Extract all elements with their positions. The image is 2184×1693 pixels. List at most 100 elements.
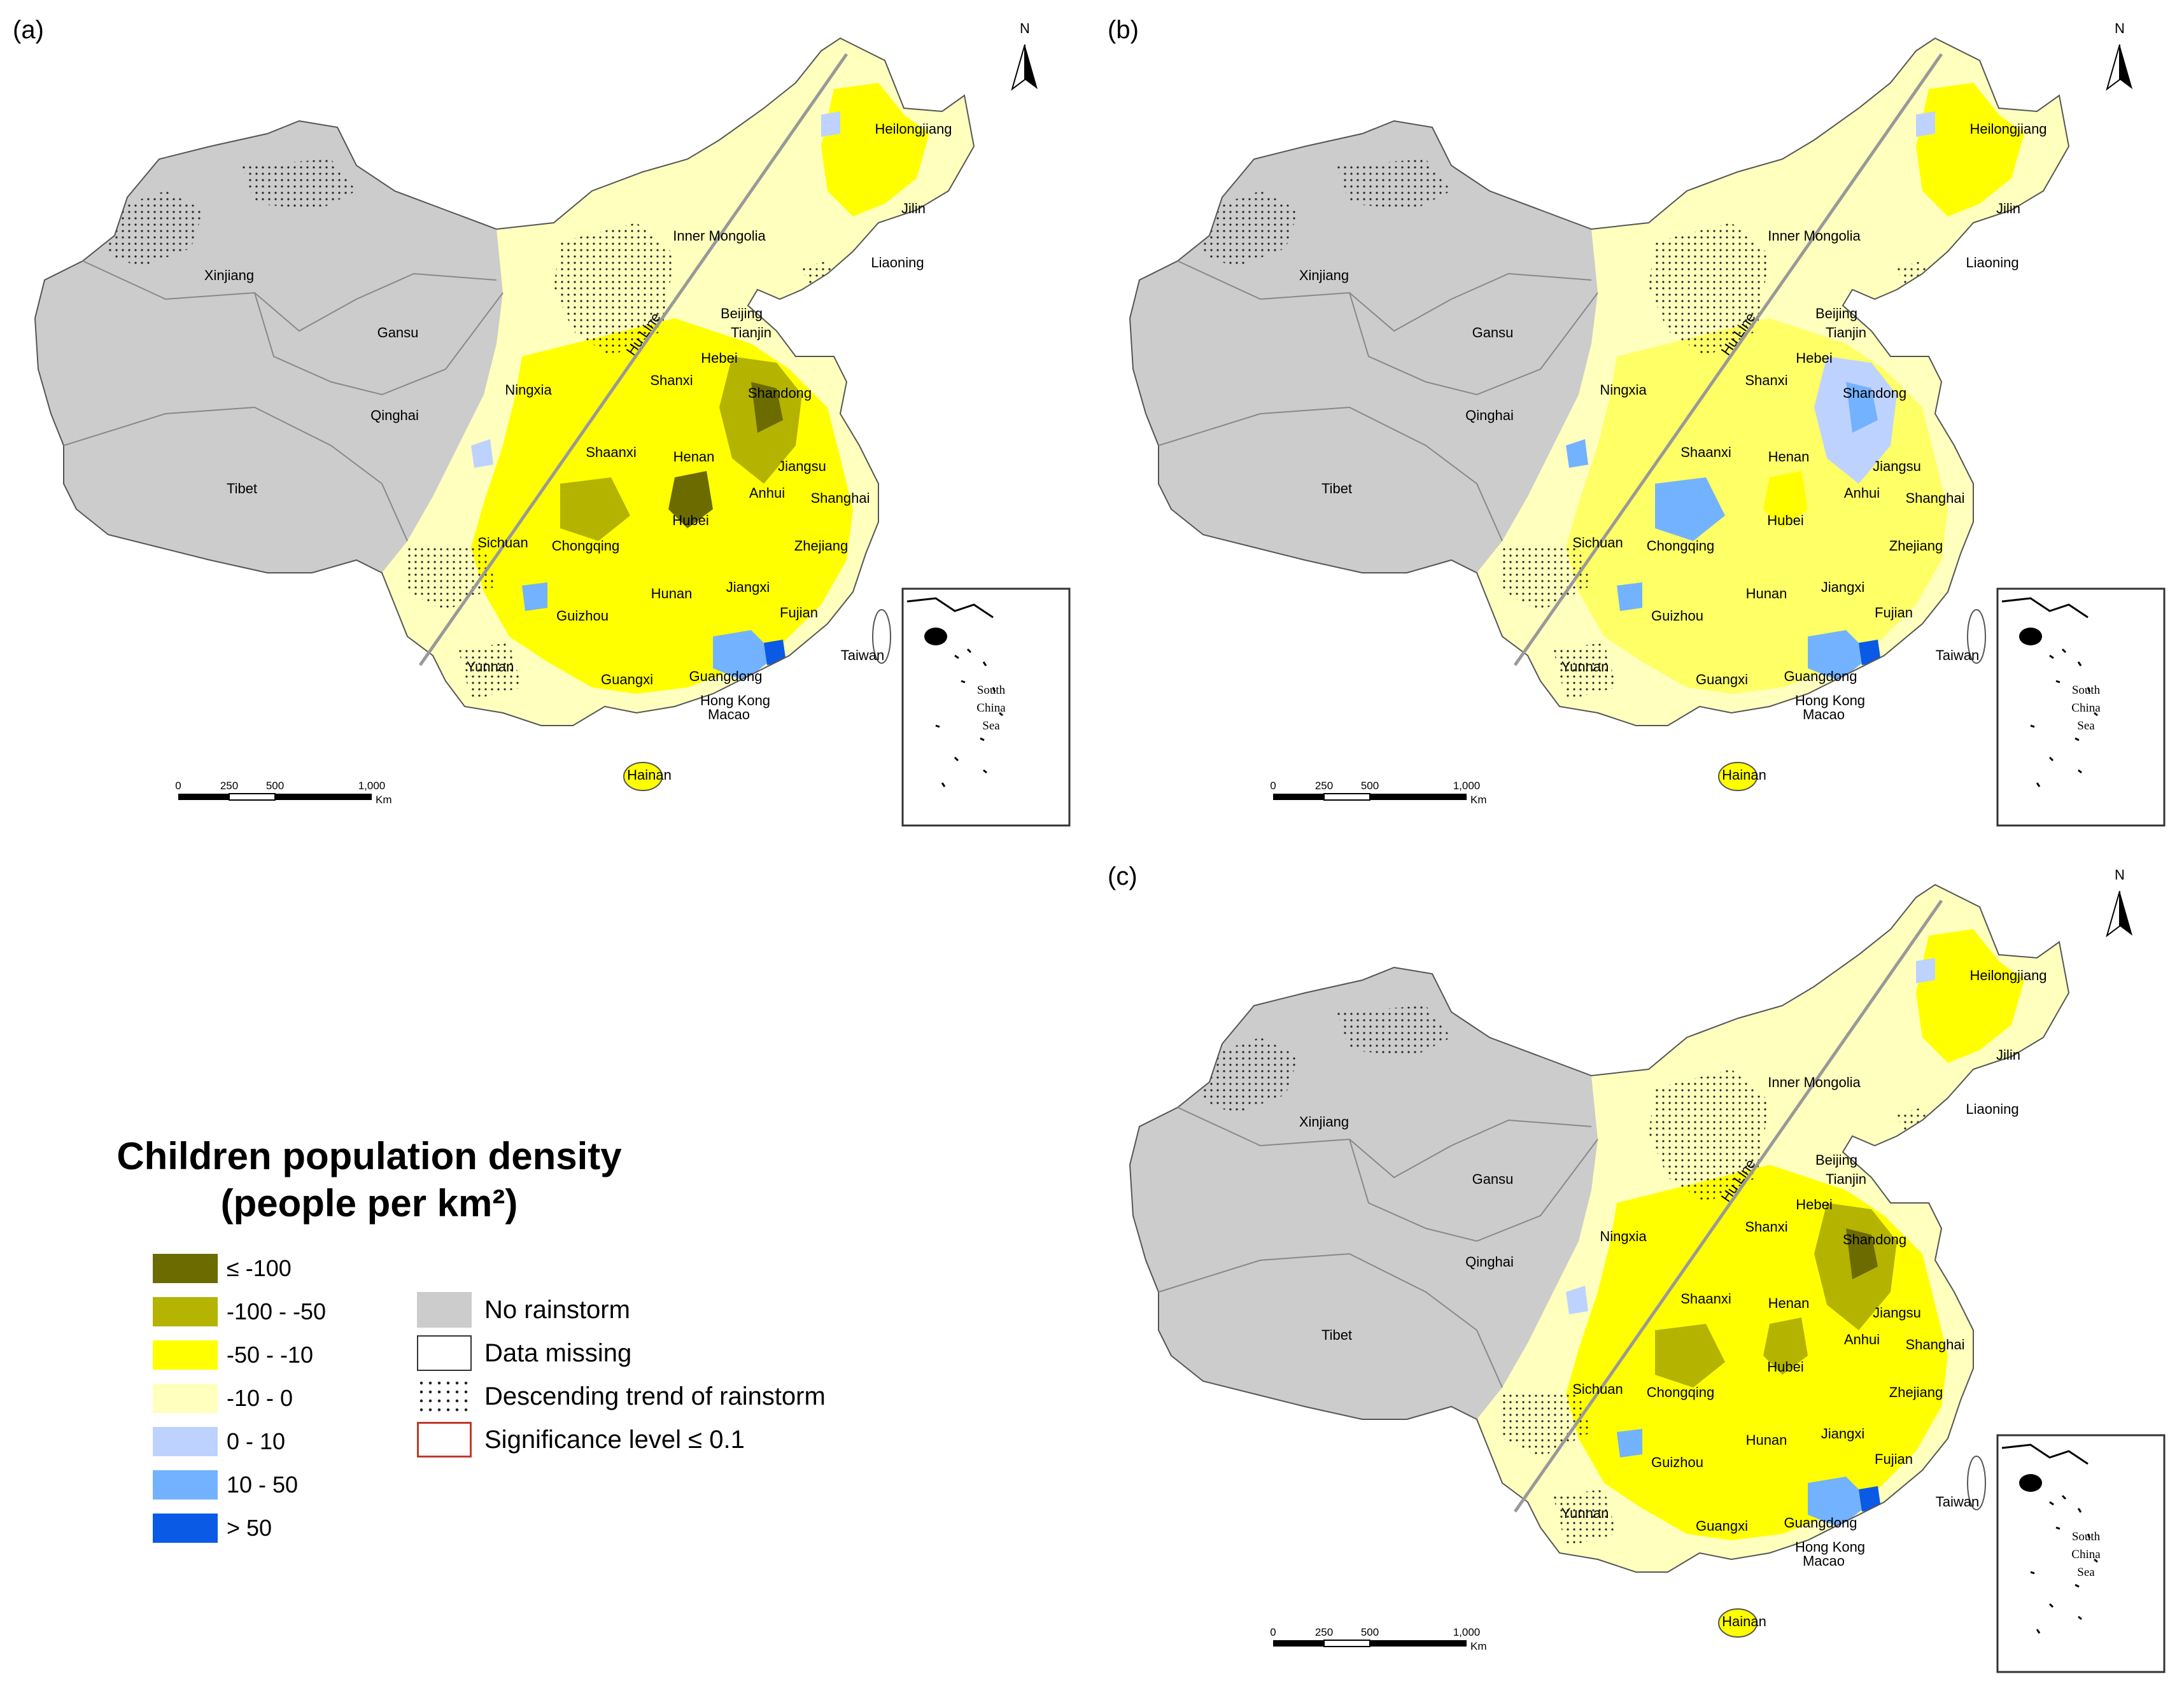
- province-label: Tibet: [1321, 1327, 1352, 1343]
- north-label: N: [2115, 867, 2125, 883]
- scale-tick: 1,000: [358, 780, 386, 792]
- map-panel-a: (a) Heilongjiang Jilin Liaoning Inner Mongol…: [0, 0, 1095, 846]
- scale-tick: 0: [1270, 1626, 1276, 1638]
- province-label: Hainan: [1722, 767, 1766, 783]
- province-label: Hebei: [701, 350, 737, 366]
- province-label: Henan: [1768, 1295, 1810, 1311]
- province-label: Jilin: [901, 200, 926, 216]
- province-label: Macao: [1803, 1553, 1845, 1569]
- province-label: Shaanxi: [586, 444, 637, 460]
- province-label: Hong Kong: [1795, 1539, 1865, 1555]
- china-map-a: (a) Heilongjiang Jilin Liaoning Inner Mongol…: [13, 16, 1071, 827]
- province-label: Qinghai: [1465, 1254, 1514, 1270]
- province-label: Liaoning: [1966, 1101, 2018, 1117]
- south-china-sea-inset: [1996, 587, 2166, 827]
- province-label: Macao: [1803, 706, 1845, 722]
- province-label: Beijing: [1815, 306, 1857, 321]
- province-label: Hainan: [1722, 1613, 1766, 1629]
- province-label: Shaanxi: [1680, 1291, 1731, 1307]
- north-label: N: [1020, 20, 1030, 36]
- legend-class-row: -100 - -50: [153, 1297, 326, 1326]
- province-label: Xinjiang: [1299, 267, 1349, 283]
- scale-tick: 250: [1315, 1626, 1333, 1638]
- scale-unit: Km: [1470, 1640, 1487, 1652]
- scale-tick: 500: [1361, 1626, 1379, 1638]
- inset-label: South: [977, 684, 1006, 697]
- province-label: Yunnan: [1561, 659, 1609, 675]
- province-label: Tianjin: [1826, 1171, 1866, 1187]
- province-label: Zhejiang: [794, 538, 848, 554]
- province-label: Beijing: [1815, 1152, 1857, 1168]
- province-label: Jiangxi: [726, 579, 770, 595]
- province-label: Heilongjiang: [875, 121, 952, 137]
- inset-label: China: [2071, 1548, 2101, 1561]
- province-label: Jiangsu: [1873, 458, 1921, 474]
- province-label: Hainan: [627, 767, 672, 783]
- inset-label: South: [2072, 1530, 2101, 1543]
- province-label: Guizhou: [1651, 608, 1703, 624]
- province-label: Inner Mongolia: [1768, 1074, 1861, 1090]
- legend-symbol-row: No rainstorm: [417, 1292, 630, 1328]
- legend-symbol-label: Descending trend of rainstorm: [484, 1382, 826, 1410]
- legend-symbol-row: Significance level ≤ 0.1: [417, 1422, 745, 1458]
- province-label: Yunnan: [467, 659, 514, 675]
- legend-swatch: [153, 1470, 218, 1500]
- inset-label: China: [2071, 701, 2101, 715]
- scale-unit: Km: [1470, 794, 1487, 806]
- province-label: Hunan: [651, 586, 693, 601]
- china-map-b: (b) Heilongjiang Jilin Liaoning Inner Mongol…: [1108, 16, 2166, 827]
- scale-tick: 1,000: [1453, 780, 1481, 792]
- legend-symbol-row: Descending trend of rainstorm: [417, 1379, 826, 1414]
- province-label: Guangxi: [1696, 1518, 1748, 1534]
- legend-class-label: -10 - 0: [227, 1385, 293, 1411]
- province-label: Jiangsu: [1873, 1305, 1921, 1321]
- province-label: Xinjiang: [204, 267, 254, 283]
- scale-tick: 0: [1270, 780, 1276, 792]
- scale-tick: 500: [1361, 780, 1379, 792]
- province-label: Hunan: [1746, 1432, 1787, 1448]
- legend-class-row: 0 - 10: [153, 1427, 285, 1456]
- province-label: Ningxia: [505, 382, 552, 398]
- province-label: Ningxia: [1600, 1228, 1647, 1244]
- legend-class-label: 0 - 10: [227, 1428, 286, 1454]
- scale-bar: [1273, 1640, 1467, 1647]
- province-label: Shanghai: [1906, 1337, 1965, 1352]
- scale-unit: Km: [376, 794, 392, 806]
- province-label: Sichuan: [1572, 535, 1623, 551]
- province-label: Xinjiang: [1299, 1114, 1349, 1130]
- province-label: Gansu: [1472, 1171, 1514, 1187]
- legend-class-label: 10 - 50: [227, 1472, 299, 1498]
- province-label: Hebei: [1796, 1197, 1832, 1212]
- inset-label: Sea: [2077, 719, 2095, 733]
- province-label: Shanxi: [1745, 1219, 1787, 1235]
- province-label: Heilongjiang: [1969, 967, 2047, 983]
- legend-title-line1: Children population density: [116, 1135, 622, 1177]
- province-label: Shanxi: [1745, 372, 1787, 388]
- north-arrow-icon: [2106, 890, 2132, 938]
- province-label: Chongqing: [1647, 538, 1714, 554]
- province-label: Guangdong: [689, 668, 763, 684]
- province-label: Shandong: [1843, 385, 1906, 401]
- south-china-sea-inset: [901, 587, 1071, 827]
- inset-label: South: [2072, 684, 2101, 697]
- legend-swatch: [153, 1297, 218, 1326]
- province-label: Hong Kong: [700, 692, 770, 708]
- legend-symbol: [417, 1335, 472, 1371]
- province-label: Yunnan: [1561, 1505, 1609, 1521]
- legend-swatch: [153, 1427, 218, 1456]
- province-label: Heilongjiang: [1969, 121, 2047, 137]
- province-label: Anhui: [1844, 1331, 1880, 1347]
- province-label: Jilin: [1996, 200, 2020, 216]
- province-label: Shanghai: [811, 490, 870, 506]
- province-label: Tibet: [227, 481, 257, 496]
- legend-swatch: [153, 1340, 218, 1370]
- map-panel-b: (b) Heilongjiang Jilin Liaoning Inner Mongol…: [1095, 0, 2184, 846]
- legend-class-label: -100 - -50: [227, 1298, 327, 1324]
- south-china-sea-inset: [1996, 1434, 2166, 1673]
- province-label: Guangxi: [601, 671, 653, 687]
- province-label: Jiangxi: [1821, 579, 1864, 595]
- province-label: Tianjin: [1826, 325, 1866, 341]
- province-label: Gansu: [377, 325, 419, 341]
- scale-tick: 0: [175, 780, 181, 792]
- province-label: Sichuan: [477, 535, 528, 551]
